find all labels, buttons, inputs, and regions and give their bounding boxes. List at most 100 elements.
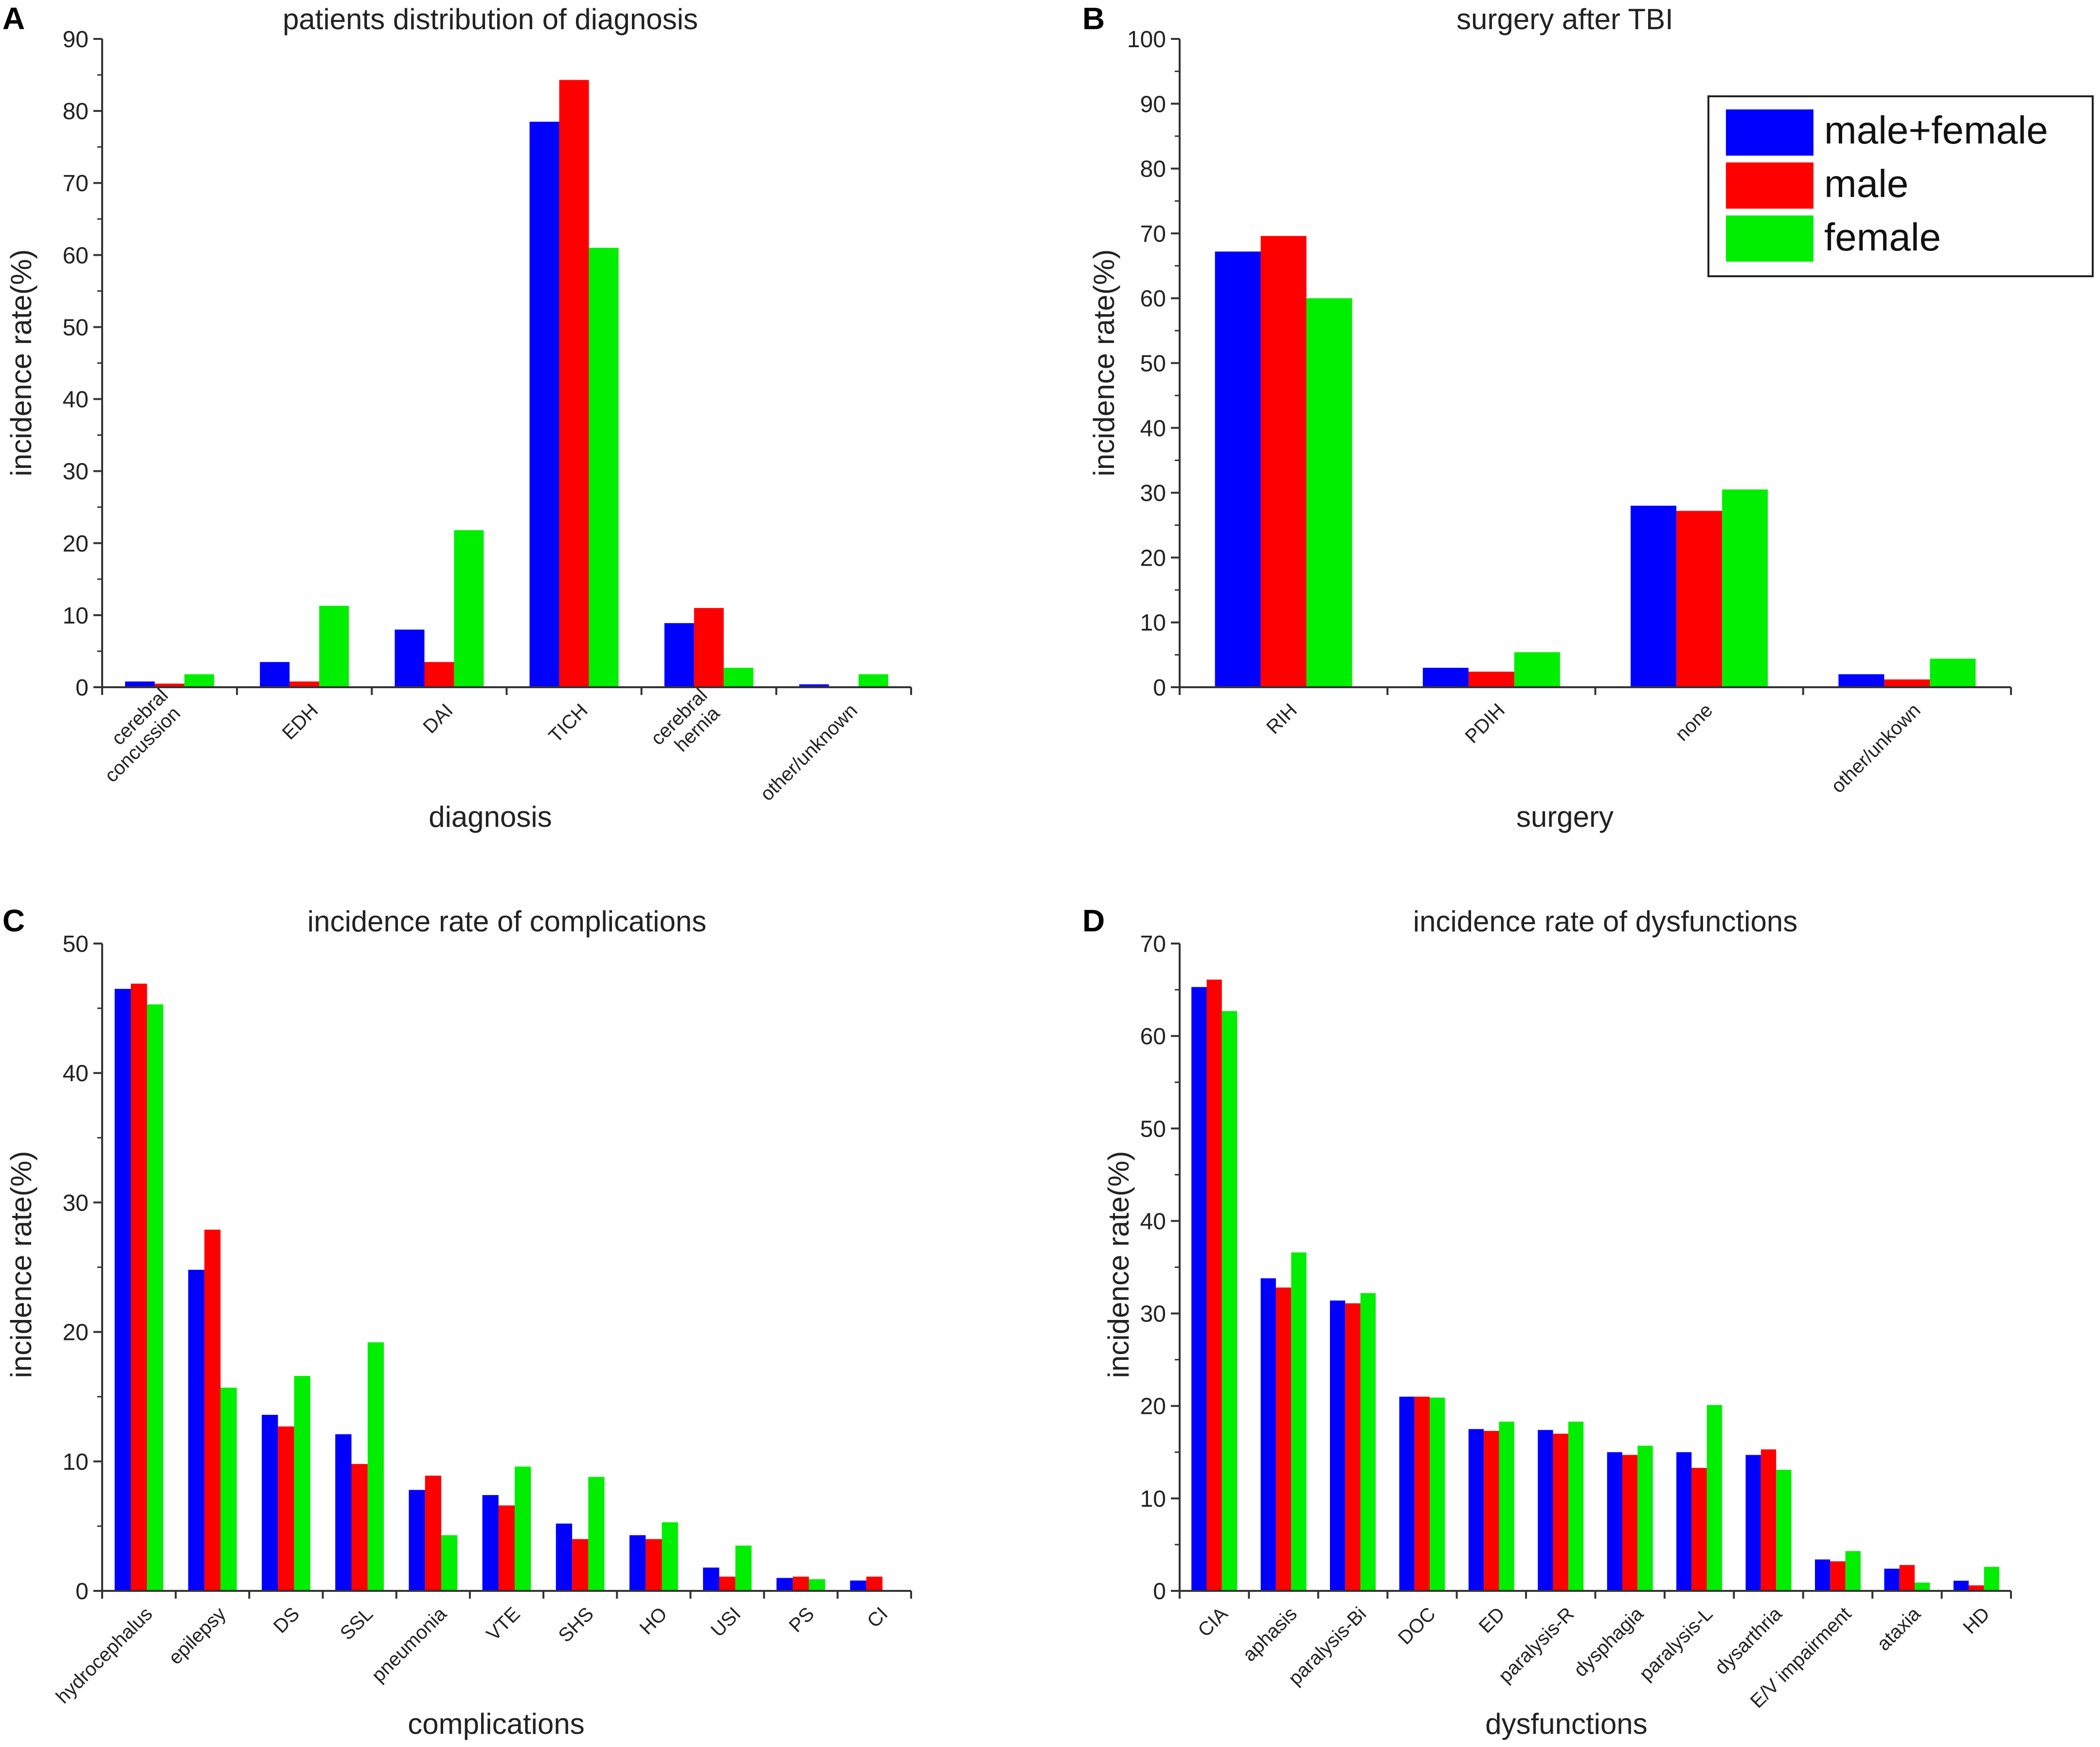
panel-c-y-tick-label: 50 [63, 931, 89, 957]
panel-b-bar-rih-male-female [1215, 251, 1261, 687]
panel-a-y-tick-label: 70 [63, 171, 89, 196]
panel-c-bar-vte-male-female [482, 1495, 499, 1591]
panel-c-category-label-epilepsy: epilepsy [164, 1603, 230, 1669]
panel-a-category-label-edh: EDH [278, 700, 323, 744]
panel-letter-c: C [2, 903, 25, 938]
panel-c-bar-vte-male [498, 1505, 515, 1591]
panel-a-bar-cerebral-hernia-male-female [664, 623, 694, 687]
panel-d-bar-hd-female [1984, 1567, 1999, 1591]
panel-d-bar-doc-male [1414, 1396, 1430, 1591]
panel-b-y-axis-label: incidence rate(%) [1088, 250, 1120, 477]
legend-swatch-male-female [1726, 109, 1813, 156]
panel-b-x-axis-label: surgery [1516, 801, 1614, 833]
panel-d-x-axis-label: dysfunctions [1485, 1708, 1648, 1740]
panel-b-y-tick-label: 10 [1140, 610, 1166, 636]
panel-d-bar-paralysis-bi-male-female [1330, 1301, 1346, 1591]
panel-c-category-label-pneumonia: pneumonia [368, 1603, 451, 1687]
panel-b-y-tick-label: 90 [1140, 91, 1166, 117]
panel-a-y-tick-label: 60 [63, 243, 89, 268]
panel-b-bar-other-unkown-female [1930, 659, 1976, 687]
panel-c-bar-ds-male-female [262, 1415, 278, 1591]
panel-d-bar-aphasis-male-female [1260, 1278, 1276, 1591]
panel-a-y-tick-label: 40 [63, 387, 89, 413]
panel-b-y-tick-label: 30 [1140, 481, 1166, 506]
panel-a-bar-cerebral-concussion-male-female [125, 681, 155, 687]
panel-d-bar-ataxia-male-female [1884, 1569, 1900, 1591]
panel-c-bar-ssl-male [351, 1464, 368, 1591]
panel-a-title: patients distribution of diagnosis [283, 3, 698, 36]
panel-c-bar-pneumonia-male [425, 1476, 441, 1591]
panel-c-y-tick-label: 10 [63, 1449, 89, 1475]
panel-a-bars [125, 80, 888, 687]
panel-c-category-label-ssl: SSL [336, 1603, 377, 1644]
panel-d-bar-paralysis-r-male-female [1538, 1430, 1553, 1591]
panel-d-category-label-dysarthria: dysarthria [1711, 1603, 1787, 1679]
panel-d-bar-ed-male-female [1468, 1429, 1484, 1591]
panel-b-bar-none-male-female [1631, 505, 1677, 687]
panel-letter-d: D [1082, 903, 1105, 938]
panel-a-bar-edh-female [319, 606, 349, 687]
panel-d-bar-cia-male [1206, 980, 1222, 1591]
panel-c-bar-shs-male [572, 1539, 589, 1591]
legend-label-male: male [1824, 162, 1908, 205]
panel-b-y-ticks: 0 10 20 30 40 50 60 70 80 90 100 [1127, 27, 2012, 701]
panel-b-category-labels: RIH PDIH none other/unkown [1262, 699, 1925, 797]
panel-c-bar-hydrocephalus-female [147, 1004, 163, 1591]
panel-b-bar-other-unkown-male-female [1838, 674, 1885, 687]
panel-letter-a: A [2, 1, 25, 36]
panel-a-bar-dai-male-female [395, 629, 425, 687]
panel-c-category-label-ds: DS [269, 1603, 304, 1637]
panel-b-category-label-pdih: PDIH [1461, 699, 1509, 748]
panel-d-bar-dysphagia-male [1622, 1455, 1638, 1591]
panel-c-bar-usi-male-female [703, 1568, 719, 1591]
panel-d-bar-ataxia-female [1915, 1582, 1930, 1591]
panel-c-x-axis-label: complications [408, 1708, 585, 1740]
panel-d-y-tick-label: 50 [1140, 1116, 1166, 1142]
panel-c-bars [114, 983, 883, 1591]
panel-a-axes [101, 39, 911, 688]
panel-a-bar-edh-male [289, 681, 320, 687]
panel-a-y-tick-label: 30 [63, 459, 89, 485]
panel-d-bar-cia-female [1221, 1011, 1238, 1591]
panel-d-bar-paralysis-bi-male [1345, 1303, 1361, 1591]
panel-a-category-label-cerebral-concussion: cerebralconcussion [86, 684, 188, 786]
panel-c-bar-ps-male [792, 1576, 809, 1591]
panel-a-category-label-other-unknown: other/unknown [756, 700, 862, 805]
panel-d: D incidence rate of dysfunctions dysfunc… [1082, 903, 2012, 1740]
panel-c-bar-shs-male-female [556, 1523, 573, 1591]
panel-a-category-label-cerebral-hernia: cerebralhernia [647, 684, 727, 764]
legend-label-female: female [1824, 215, 1941, 259]
panel-a-bar-cerebral-hernia-female [723, 668, 754, 687]
panel-a: A patients distribution of diagnosis dia… [2, 1, 912, 833]
panel-c-y-tick-label: 20 [63, 1320, 89, 1346]
panel-d-y-tick-label: 0 [1153, 1579, 1166, 1604]
panel-d-bar-aphasis-male [1276, 1287, 1292, 1591]
panel-d-bar-dysarthria-male-female [1745, 1455, 1761, 1591]
panel-a-bar-tich-female [589, 248, 619, 687]
panel-c-bar-epilepsy-female [220, 1388, 237, 1591]
panel-d-bar-hd-male-female [1953, 1581, 1969, 1591]
panel-a-bar-dai-male [424, 662, 454, 687]
panel-b-y-tick-label: 60 [1140, 286, 1166, 312]
panel-c-bar-pneumonia-male-female [409, 1490, 425, 1591]
panel-d-y-tick-label: 60 [1140, 1024, 1166, 1050]
panel-b-category-label-other-unkown: other/unkown [1827, 699, 1925, 797]
panel-c-title: incidence rate of complications [307, 905, 706, 938]
panel-a-bar-edh-male-female [260, 662, 290, 687]
panel-b-y-tick-label: 70 [1140, 221, 1166, 247]
panel-c-bar-vte-female [515, 1466, 531, 1591]
panel-c-y-tick-label: 0 [75, 1579, 89, 1604]
panel-c-bar-ssl-male-female [335, 1434, 352, 1591]
panel-b-y-tick-label: 50 [1140, 351, 1166, 377]
panel-d-y-tick-label: 10 [1140, 1486, 1166, 1512]
panel-c-category-label-hydrocephalus: hydrocephalus [52, 1603, 157, 1708]
panel-c-bar-ds-male [278, 1426, 294, 1591]
panel-d-category-label-ataxia: ataxia [1873, 1603, 1925, 1655]
panel-a-bar-tich-male-female [529, 122, 559, 687]
panel-b-category-label-rih: RIH [1262, 699, 1301, 738]
panel-a-bar-cerebral-hernia-male [694, 608, 724, 687]
panel-b-bar-pdih-female [1514, 652, 1560, 687]
panel-c-category-label-ci: CI [863, 1603, 892, 1632]
